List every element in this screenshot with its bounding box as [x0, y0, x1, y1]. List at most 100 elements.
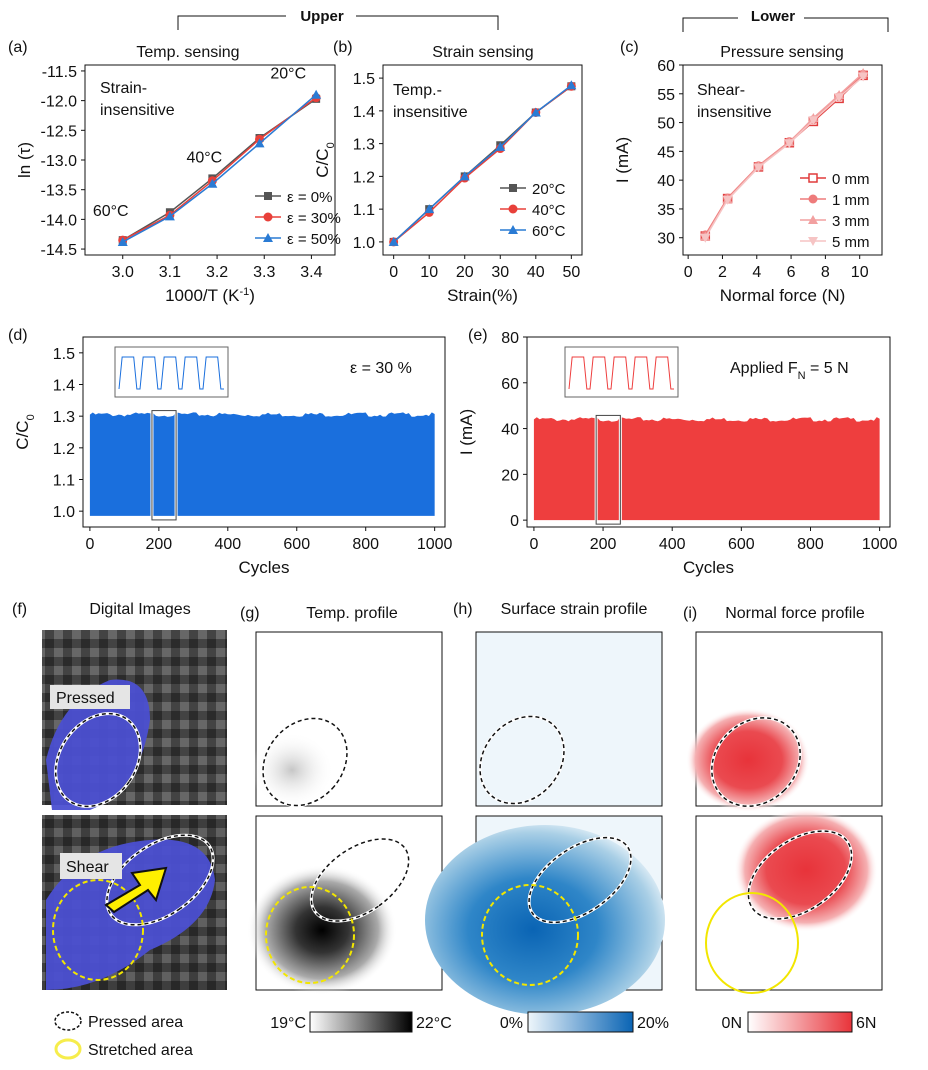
data-point [495, 141, 506, 151]
y-tick-label: 1.0 [353, 235, 375, 252]
x-tick-label: 3.2 [206, 264, 228, 281]
x-tick-label: 1000 [862, 536, 898, 553]
legend-marker [808, 237, 818, 246]
colorbar-force-max: 6N [856, 1015, 876, 1032]
data-point [808, 116, 819, 126]
colorbar-temp: 19°C 22°C [270, 1011, 452, 1033]
legend-marker [808, 215, 818, 224]
annotation: ε = 30 % [350, 360, 412, 377]
panel-label-f: (f) [12, 601, 27, 618]
x-axis-label: Strain(%) [447, 286, 518, 305]
x-tick-label: 600 [283, 536, 310, 553]
zoom-window-outline [595, 414, 621, 525]
colorbar-strain-min: 0% [500, 1015, 523, 1032]
data-point [311, 89, 322, 99]
x-tick-label: 0 [529, 536, 538, 553]
x-axis-label: Cycles [238, 558, 289, 577]
x-tick-label: 6 [787, 264, 796, 281]
y-tick-label: 55 [657, 87, 675, 104]
panel-label-h: (h) [453, 601, 473, 618]
y-tick-label: 0 [510, 513, 519, 530]
x-tick-label: 10 [851, 264, 869, 281]
annotation: Strain- [100, 80, 147, 97]
colorbar-strain-max: 20% [637, 1015, 669, 1032]
annotation: insensitive [393, 104, 468, 121]
legend-marker [509, 184, 517, 192]
plot-frame [382, 64, 583, 256]
y-axis-label: C/C0 [313, 142, 337, 177]
panel-title-i: Normal force profile [725, 605, 865, 622]
point-label: 20°C [270, 66, 306, 83]
point-label: 40°C [186, 149, 222, 166]
y-tick-label: 20 [501, 467, 519, 484]
x-tick-label: 10 [420, 264, 438, 281]
force-profile-shear [695, 808, 883, 994]
y-tick-label: 1.2 [353, 169, 375, 186]
panel-title-g: Temp. profile [306, 605, 398, 622]
legend-marker [263, 212, 273, 222]
y-axis-label: I (mA) [613, 137, 632, 183]
photo-pressed: Pressed [42, 630, 227, 810]
annotation: Applied FN = 5 N [730, 360, 849, 382]
x-axis-label: Normal force (N) [720, 286, 846, 305]
x-axis-label: Cycles [683, 558, 734, 577]
legend-marker [508, 225, 518, 234]
y-axis-label: I (mA) [457, 409, 476, 455]
y-tick-label: 1.4 [353, 104, 375, 121]
y-tick-label: 1.5 [353, 71, 375, 88]
legend-label: 20°C [532, 181, 566, 198]
photo-tag-pressed: Pressed [56, 690, 115, 707]
data-point [858, 72, 869, 82]
area-legend: Pressed area Stretched area [54, 1011, 193, 1060]
bottom-panel-titles: (f) Digital Images (g) Temp. profile (h)… [12, 601, 865, 622]
chart-title: Pressure sensing [720, 44, 844, 61]
series-line [393, 84, 572, 243]
legend-marker [263, 233, 273, 242]
y-tick-label: 1.3 [53, 409, 75, 426]
x-tick-label: 200 [590, 536, 617, 553]
legend-label: 5 mm [832, 234, 870, 251]
legend-label: 0 mm [832, 171, 870, 188]
colorbar-strain: 0% 20% [500, 1011, 669, 1033]
y-tick-label: 30 [657, 231, 675, 248]
strain-profile-pressed [475, 631, 663, 807]
y-tick-label: 1.5 [53, 346, 75, 363]
y-tick-label: 1.3 [353, 137, 375, 154]
legend-label: ε = 0% [287, 189, 332, 206]
data-point [254, 138, 265, 148]
panel-label-i: (i) [683, 605, 697, 622]
lower-header: Lower [751, 8, 795, 25]
data-point [164, 211, 175, 221]
legend-marker [808, 173, 818, 183]
data-point [424, 204, 435, 214]
colorbar-force: 0N 6N [722, 1011, 876, 1033]
chart-pressure-sensing: (c) Pressure sensing 0 2 4 6 8 10 30 35 40 45 50 55 60… [613, 39, 883, 305]
y-tick-label: 50 [657, 116, 675, 133]
panel-title-f: Digital Images [89, 601, 190, 618]
legend-label: ε = 50% [287, 231, 341, 248]
cycle-band [533, 417, 880, 521]
y-tick-label: 60 [501, 376, 519, 393]
x-tick-label: 3.0 [112, 264, 134, 281]
legend-stretched-area: Stretched area [88, 1042, 193, 1059]
y-tick-label: -12.0 [41, 94, 78, 111]
data-point [207, 178, 218, 188]
y-tick-label: 1.0 [53, 504, 75, 521]
colorbar-temp-min: 19°C [270, 1015, 306, 1032]
inset-waveform [118, 356, 224, 390]
data-point [566, 80, 577, 90]
point-label: 60°C [93, 203, 129, 220]
lower-bracket: Lower [682, 4, 889, 32]
data-point [459, 171, 470, 181]
legend-label: 60°C [532, 223, 566, 240]
colorbar-temp-max: 22°C [416, 1015, 452, 1032]
x-tick-label: 1000 [417, 536, 453, 553]
x-tick-label: 400 [214, 536, 241, 553]
cycle-band [89, 412, 435, 516]
chart-title: Temp. sensing [136, 44, 239, 61]
data-point [753, 163, 764, 173]
chart-title: Strain sensing [432, 44, 533, 61]
x-tick-label: 2 [718, 264, 727, 281]
legend-marker [808, 194, 818, 204]
x-tick-label: 20 [456, 264, 474, 281]
